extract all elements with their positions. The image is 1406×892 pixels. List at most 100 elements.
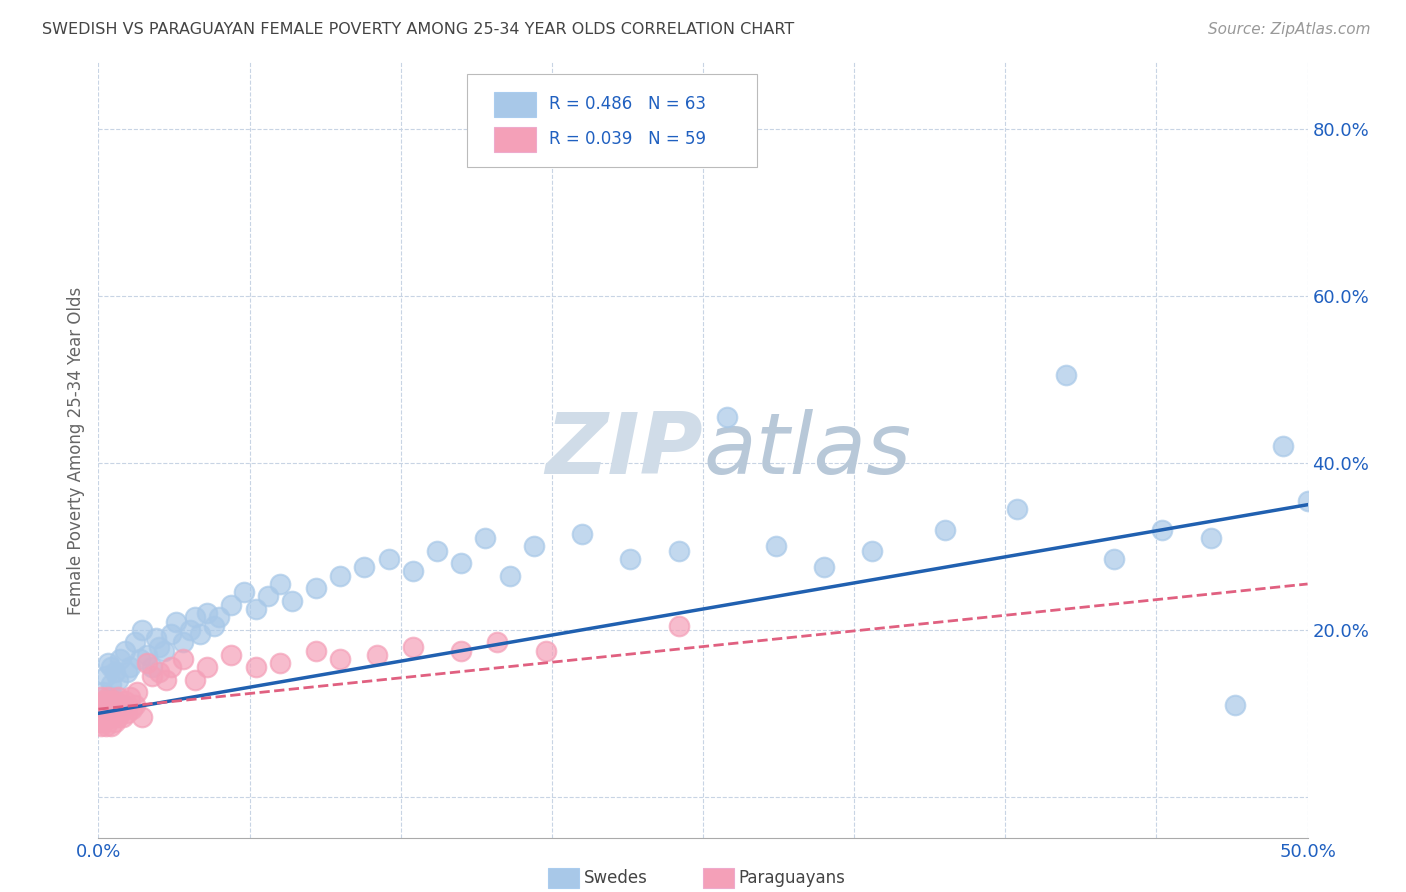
Point	[269, 657, 291, 671]
Point	[91, 706, 114, 721]
FancyBboxPatch shape	[467, 74, 758, 167]
Point	[127, 685, 149, 699]
Point	[118, 660, 141, 674]
Bar	[494, 92, 536, 117]
Point	[100, 710, 122, 724]
Point	[124, 635, 146, 649]
Point	[100, 719, 122, 733]
Point	[486, 635, 509, 649]
Point	[104, 665, 127, 679]
Point	[221, 598, 243, 612]
Point	[172, 635, 194, 649]
Point	[97, 657, 120, 671]
Point	[256, 590, 278, 604]
Point	[141, 669, 163, 683]
Point	[101, 706, 124, 721]
Point	[765, 540, 787, 554]
Point	[97, 706, 120, 721]
Point	[1199, 531, 1222, 545]
Point	[107, 690, 129, 704]
Point	[329, 568, 352, 582]
Point	[1152, 523, 1174, 537]
Point	[245, 602, 267, 616]
Point	[1223, 698, 1246, 712]
Point	[135, 657, 157, 671]
Point	[474, 531, 496, 545]
Point	[141, 660, 163, 674]
Point	[450, 556, 472, 570]
Point	[111, 698, 134, 712]
Text: R = 0.039   N = 59: R = 0.039 N = 59	[550, 130, 706, 148]
Point	[97, 690, 120, 704]
Bar	[494, 127, 536, 152]
Point	[94, 702, 117, 716]
Point	[128, 652, 150, 666]
Point	[104, 702, 127, 716]
Point	[366, 648, 388, 662]
Point	[165, 615, 187, 629]
Point	[269, 577, 291, 591]
Point	[114, 644, 136, 658]
Point	[131, 710, 153, 724]
Point	[232, 585, 254, 599]
Point	[90, 714, 112, 729]
Text: Swedes: Swedes	[583, 869, 647, 887]
Point	[523, 540, 546, 554]
Point	[90, 702, 112, 716]
Point	[184, 673, 207, 687]
Point	[91, 710, 114, 724]
Point	[91, 714, 114, 729]
Point	[100, 660, 122, 674]
Point	[172, 652, 194, 666]
Point	[498, 568, 520, 582]
Point	[94, 669, 117, 683]
Point	[101, 698, 124, 712]
Point	[114, 694, 136, 708]
Point	[1296, 493, 1319, 508]
Point	[148, 640, 170, 654]
Point	[104, 694, 127, 708]
Point	[402, 640, 425, 654]
Point	[118, 690, 141, 704]
Point	[101, 690, 124, 704]
Point	[104, 714, 127, 729]
Point	[668, 543, 690, 558]
Point	[91, 685, 114, 699]
Text: Source: ZipAtlas.com: Source: ZipAtlas.com	[1208, 22, 1371, 37]
Point	[97, 698, 120, 712]
Point	[148, 665, 170, 679]
Point	[111, 698, 134, 712]
Point	[124, 698, 146, 712]
Point	[131, 623, 153, 637]
Point	[145, 631, 167, 645]
Point	[305, 644, 328, 658]
Point	[135, 648, 157, 662]
Point	[100, 702, 122, 716]
Point	[534, 644, 557, 658]
Point	[1102, 552, 1125, 566]
Point	[121, 702, 143, 716]
Point	[101, 710, 124, 724]
Point	[208, 610, 231, 624]
Point	[716, 410, 738, 425]
Point	[353, 560, 375, 574]
Point	[245, 660, 267, 674]
Point	[111, 702, 134, 716]
Point	[160, 627, 183, 641]
Point	[90, 706, 112, 721]
Point	[111, 710, 134, 724]
Point	[668, 618, 690, 632]
Point	[571, 527, 593, 541]
Point	[94, 719, 117, 733]
Point	[160, 660, 183, 674]
Point	[329, 652, 352, 666]
Point	[619, 552, 641, 566]
Point	[179, 623, 201, 637]
Point	[108, 706, 131, 721]
Point	[90, 719, 112, 733]
Text: SWEDISH VS PARAGUAYAN FEMALE POVERTY AMONG 25-34 YEAR OLDS CORRELATION CHART: SWEDISH VS PARAGUAYAN FEMALE POVERTY AMO…	[42, 22, 794, 37]
Point	[155, 673, 177, 687]
Point	[94, 694, 117, 708]
Point	[377, 552, 399, 566]
Point	[305, 581, 328, 595]
